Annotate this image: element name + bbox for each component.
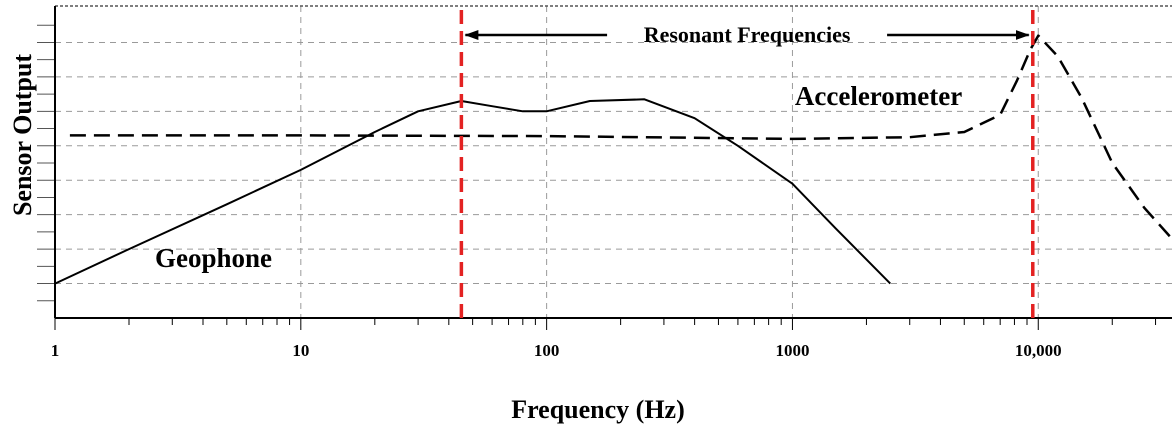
accelerometer-label: Accelerometer bbox=[795, 81, 962, 111]
x-tick-label: 10 bbox=[292, 341, 309, 360]
series-line-geophone bbox=[54, 98, 892, 285]
x-tick-label: 1000 bbox=[775, 341, 809, 360]
resonant-frequencies-label: Resonant Frequencies bbox=[644, 22, 851, 47]
grid bbox=[55, 5, 1172, 318]
geophone-label: Geophone bbox=[155, 243, 272, 273]
reference-lines bbox=[459, 10, 1035, 318]
y-axis-title: Sensor Output bbox=[8, 54, 37, 216]
x-axis-title: Frequency (Hz) bbox=[511, 395, 685, 424]
x-tick-label: 100 bbox=[534, 341, 560, 360]
axis-labels: Frequency (Hz) Sensor Output bbox=[8, 54, 685, 424]
series-layer bbox=[54, 34, 1173, 285]
series-line-accelerometer bbox=[69, 34, 1173, 240]
x-tick-label: 10,000 bbox=[1015, 341, 1062, 360]
annotations: Resonant Frequencies Accelerometer Geophon… bbox=[155, 22, 1030, 273]
x-tick-label: 1 bbox=[51, 341, 60, 360]
axes: 1 10 100 1000 10,000 bbox=[37, 6, 1172, 360]
